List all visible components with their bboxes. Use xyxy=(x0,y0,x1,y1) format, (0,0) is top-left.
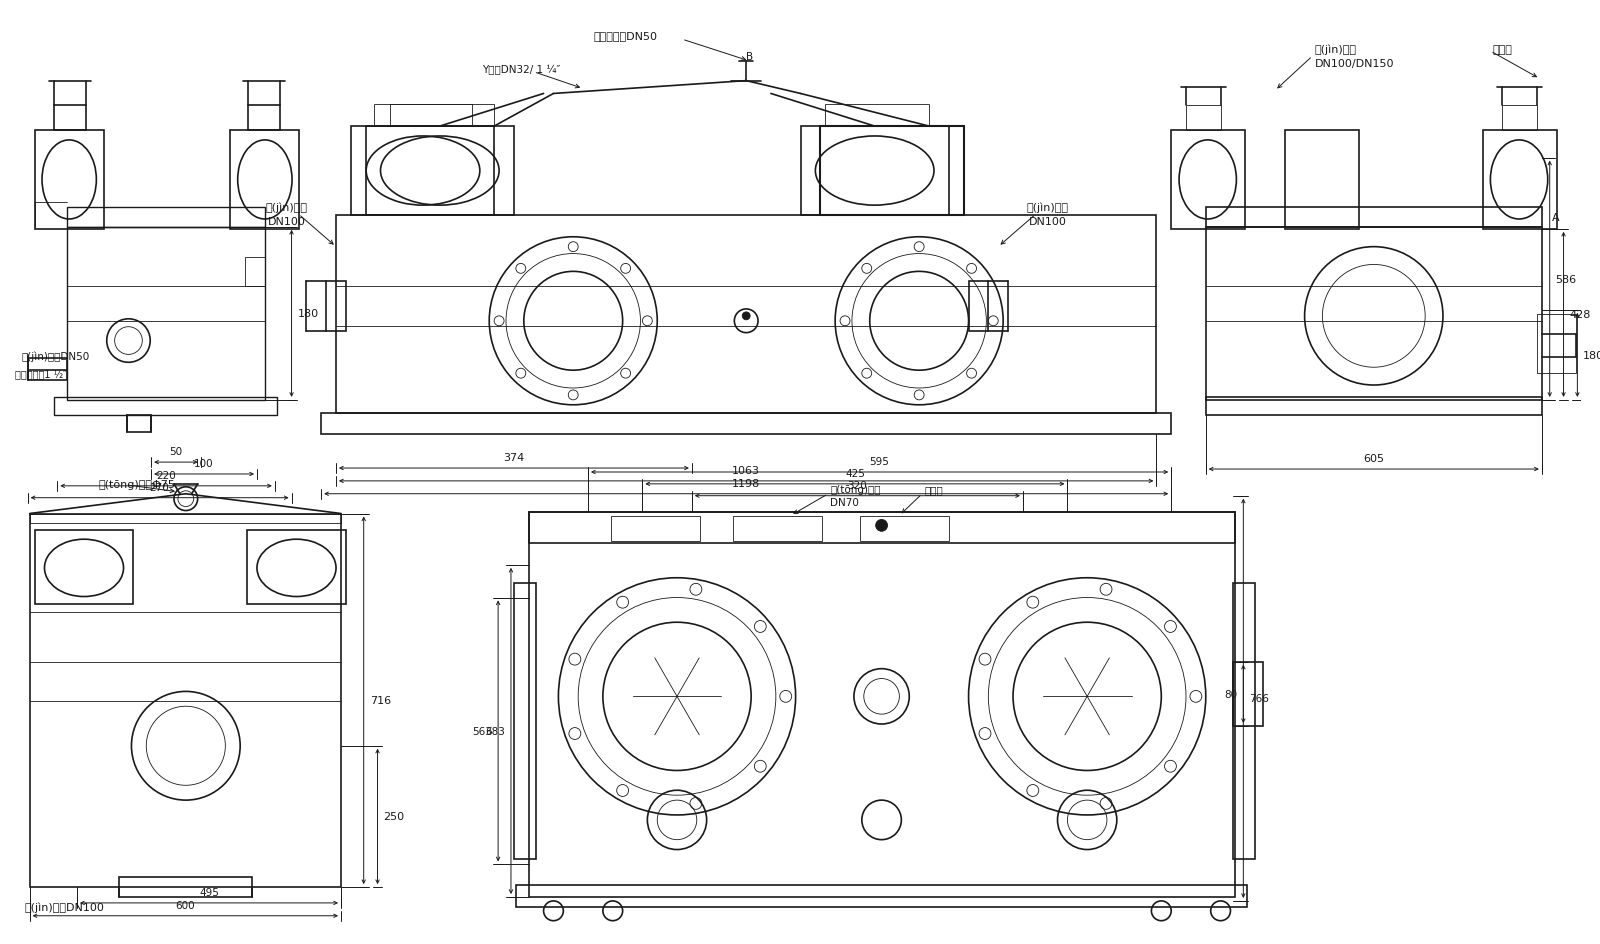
Text: 80: 80 xyxy=(1224,689,1237,700)
Bar xyxy=(366,126,514,216)
Circle shape xyxy=(875,520,888,531)
Text: DN100/DN150: DN100/DN150 xyxy=(1315,59,1394,69)
Bar xyxy=(800,126,949,216)
Bar xyxy=(1171,131,1245,229)
Text: 220: 220 xyxy=(157,470,176,480)
Bar xyxy=(1234,662,1262,726)
Bar xyxy=(1186,107,1221,131)
Text: 180: 180 xyxy=(1584,350,1600,361)
Text: 止回閥: 止回閥 xyxy=(1493,45,1512,55)
Bar xyxy=(1483,131,1557,229)
Text: 進(jìn)水口DN50: 進(jìn)水口DN50 xyxy=(22,351,90,362)
Bar xyxy=(118,877,253,897)
Bar xyxy=(968,282,989,331)
Bar xyxy=(821,126,963,216)
Bar xyxy=(528,512,1235,544)
Text: 180: 180 xyxy=(298,309,318,319)
Bar xyxy=(1234,583,1254,859)
Text: 進(jìn)水口: 進(jìn)水口 xyxy=(1315,44,1357,55)
Bar xyxy=(248,107,280,131)
Text: 374: 374 xyxy=(504,452,525,463)
Bar xyxy=(54,107,86,131)
Bar xyxy=(245,258,266,287)
Text: DN100: DN100 xyxy=(267,217,306,227)
Bar xyxy=(67,208,266,228)
Text: 586: 586 xyxy=(1555,275,1576,284)
Bar xyxy=(1538,314,1576,374)
Text: 495: 495 xyxy=(198,887,219,897)
Bar xyxy=(336,216,1157,413)
Text: 563: 563 xyxy=(472,726,493,736)
Bar xyxy=(515,885,1248,907)
Bar xyxy=(1206,208,1542,228)
Text: 手動隔膜泵1 ½″: 手動隔膜泵1 ½″ xyxy=(14,369,67,379)
Text: 605: 605 xyxy=(1363,454,1384,464)
Text: 50: 50 xyxy=(170,447,182,457)
Text: 1198: 1198 xyxy=(733,479,760,488)
Bar xyxy=(514,583,536,859)
Text: 進(jìn)水口: 進(jìn)水口 xyxy=(266,203,307,213)
Text: 檢修蓋: 檢修蓋 xyxy=(925,484,942,495)
Text: B: B xyxy=(746,52,752,62)
Text: 425: 425 xyxy=(845,468,866,479)
Bar xyxy=(373,105,472,126)
Bar xyxy=(27,359,67,380)
Bar xyxy=(1502,107,1538,131)
Text: 1063: 1063 xyxy=(733,465,760,476)
Bar xyxy=(67,228,266,400)
Text: 600: 600 xyxy=(176,900,195,910)
Bar xyxy=(390,105,494,126)
Text: 進(jìn)水口DN100: 進(jìn)水口DN100 xyxy=(24,902,104,912)
Bar xyxy=(322,413,1171,435)
Text: 683: 683 xyxy=(485,726,506,736)
Bar xyxy=(326,282,346,331)
Bar xyxy=(826,105,930,126)
Text: 270: 270 xyxy=(150,482,170,492)
Bar xyxy=(30,514,341,524)
Bar xyxy=(30,514,341,887)
Text: 100: 100 xyxy=(194,459,214,468)
Bar xyxy=(246,531,346,605)
Bar xyxy=(230,131,299,229)
Bar xyxy=(35,131,104,229)
Text: 通(tōng)氣孔: 通(tōng)氣孔 xyxy=(830,484,880,495)
Bar xyxy=(611,517,699,542)
Bar xyxy=(54,397,277,415)
Bar xyxy=(528,512,1235,897)
Bar xyxy=(35,531,133,605)
Text: DN100: DN100 xyxy=(1029,217,1067,227)
Text: A: A xyxy=(1552,212,1560,223)
Bar xyxy=(733,517,822,542)
Text: Y型管DN32/ 1 ¼″: Y型管DN32/ 1 ¼″ xyxy=(482,64,560,75)
Text: 壓力排水口DN50: 壓力排水口DN50 xyxy=(594,31,658,42)
Bar xyxy=(126,415,152,433)
Bar xyxy=(350,126,494,216)
Text: 428: 428 xyxy=(1570,310,1590,320)
Circle shape xyxy=(742,312,750,320)
Text: 320: 320 xyxy=(848,480,867,490)
Text: 595: 595 xyxy=(870,457,890,466)
Text: 766: 766 xyxy=(1250,694,1269,703)
Text: 進(jìn)水口: 進(jìn)水口 xyxy=(1027,203,1069,213)
Bar xyxy=(1206,228,1542,400)
Bar xyxy=(1206,397,1542,415)
Text: DN70: DN70 xyxy=(830,497,859,507)
Text: 通(tōng)氣管Φ75: 通(tōng)氣管Φ75 xyxy=(99,480,176,489)
Bar xyxy=(859,517,949,542)
Text: 716: 716 xyxy=(370,696,390,705)
Text: 250: 250 xyxy=(384,812,405,821)
Bar xyxy=(1285,131,1358,229)
